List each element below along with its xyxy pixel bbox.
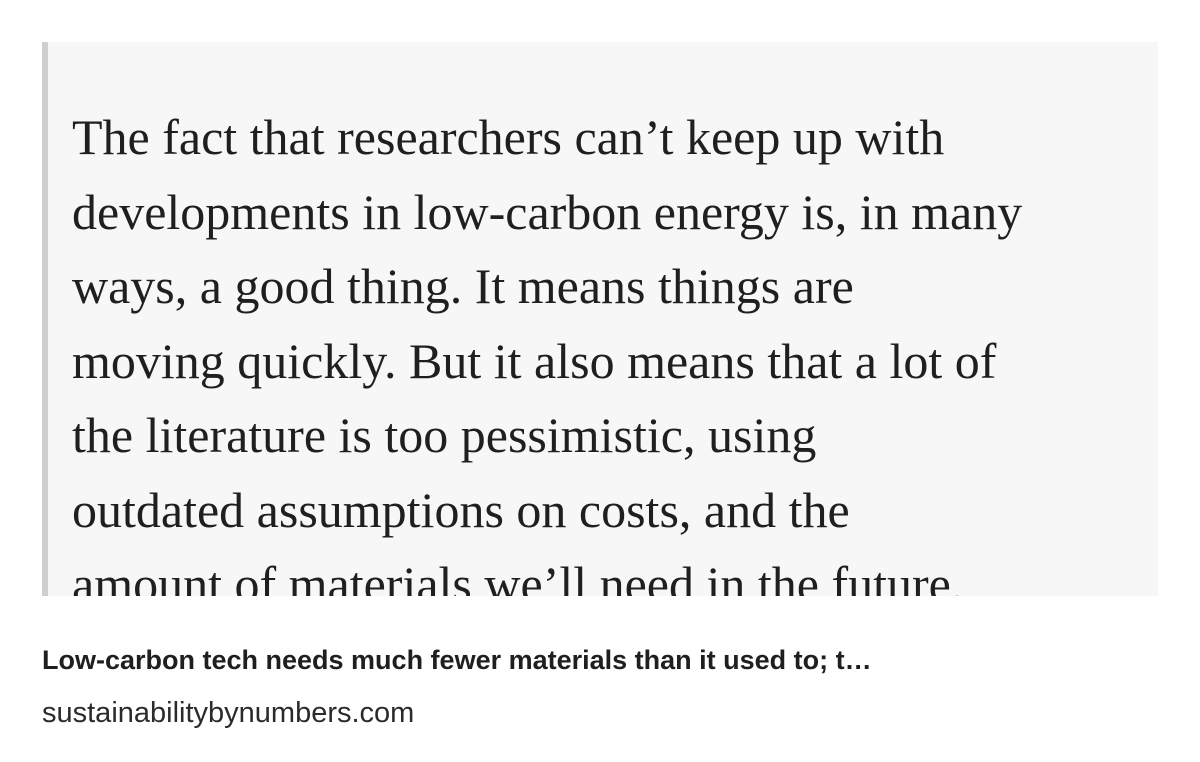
quote-line: The fact that researchers can’t keep up … xyxy=(72,109,945,165)
quote-line: developments in low-carbon energy is, in… xyxy=(72,183,1023,240)
quote-line: amount of materials we’ll need in the fu… xyxy=(72,556,964,596)
quote-line: moving quickly. But it also means that a… xyxy=(72,332,997,389)
link-domain: sustainabilitybynumbers.com xyxy=(42,697,415,729)
quote-block: The fact that researchers can’t keep up … xyxy=(42,42,1158,596)
quote-line: ways, a good thing. It means things are xyxy=(72,258,854,314)
quote-line: outdated assumptions on costs, and the xyxy=(72,481,850,538)
link-title[interactable]: Low-carbon tech needs much fewer materia… xyxy=(42,645,872,675)
quote-line: the literature is too pessimistic, using xyxy=(72,407,817,463)
